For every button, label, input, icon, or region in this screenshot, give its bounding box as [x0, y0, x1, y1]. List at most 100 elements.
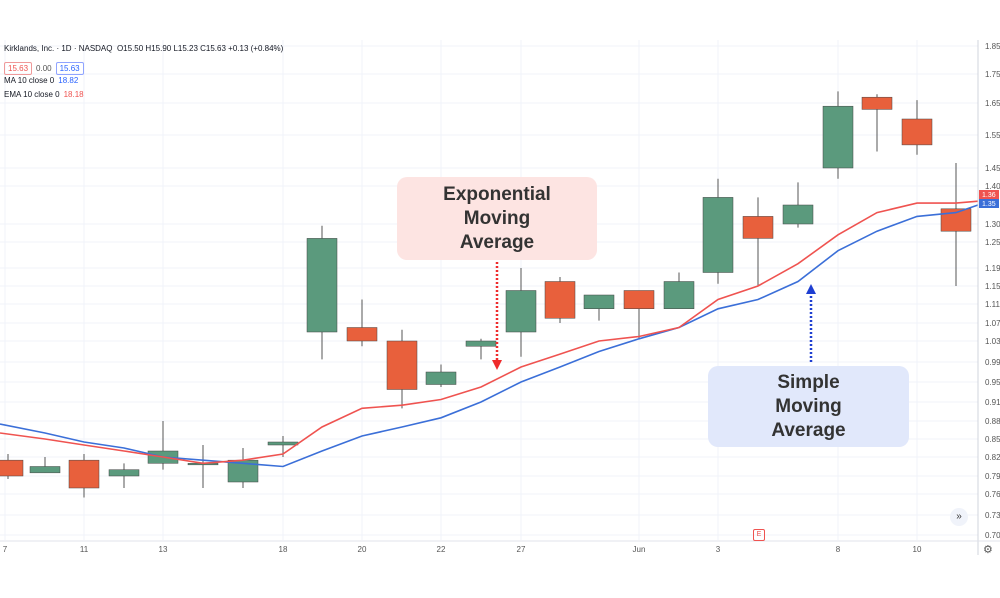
candle-body	[0, 459, 24, 477]
x-tick-label: 10	[913, 545, 922, 554]
x-tick-label: 3	[716, 545, 721, 554]
ema-legend[interactable]: EMA 10 close 0 18.18	[4, 90, 84, 99]
y-tick-label: 1.65	[985, 99, 1000, 108]
y-tick-label: 0.79	[985, 472, 1000, 481]
price-axis[interactable]: 1.85 1.75 1.65 1.55 1.45 1.40 1.30 1.25 1.19 1.15…	[977, 40, 1000, 555]
settings-gear-icon[interactable]: ⚙	[983, 544, 993, 556]
y-tick-label: 1.45	[985, 164, 1000, 173]
x-tick-label: 13	[159, 545, 168, 554]
y-tick-label: 0.99	[985, 358, 1000, 367]
y-tick-label: 0.70	[985, 531, 1000, 540]
candle-body	[583, 294, 615, 309]
ma-value: 18.82	[58, 76, 79, 85]
candle	[346, 299, 378, 347]
ema-arrow-head	[492, 360, 502, 370]
ema-label: EMA 10 close 0	[4, 90, 60, 99]
y-tick-label: 0.95	[985, 378, 1000, 387]
y-tick-label: 0.88	[985, 417, 1000, 426]
price-chart[interactable]: 1.85 1.75 1.65 1.55 1.45 1.40 1.30 1.25 1.19 1.15…	[0, 0, 1000, 560]
candle	[583, 294, 615, 321]
y-tick-label: 1.75	[985, 70, 1000, 79]
candle-body	[465, 340, 497, 347]
x-tick-label: 22	[437, 545, 446, 554]
y-tick-label: 1.19	[985, 264, 1000, 273]
x-tick-label: 8	[836, 545, 841, 554]
x-tick-label: 18	[279, 545, 288, 554]
x-tick-label: 20	[358, 545, 367, 554]
symbol-legend: Kirklands, Inc. · 1D · NASDAQ O15.50 H15…	[4, 44, 284, 53]
x-tick-label: 7	[3, 545, 8, 554]
candle	[425, 364, 457, 387]
candle-body	[544, 281, 576, 319]
candle	[742, 197, 774, 286]
ma-legend[interactable]: MA 10 close 0 18.82	[4, 76, 78, 85]
sma-arrow-head	[806, 284, 816, 294]
candle-body	[623, 290, 655, 309]
candle-body	[108, 469, 140, 477]
ma-label: MA 10 close 0	[4, 76, 55, 85]
ema-value: 18.18	[63, 90, 84, 99]
candle-body	[782, 204, 814, 225]
candles	[0, 91, 972, 498]
symbol-interval[interactable]: 1D	[61, 44, 72, 53]
candle	[940, 163, 972, 286]
candle-body	[702, 197, 734, 273]
candle	[306, 225, 338, 360]
candle-body	[663, 281, 695, 309]
x-tick-label: Jun	[633, 545, 646, 554]
time-axis[interactable]: 7 11 13 18 20 22 27 Jun 3 8 10	[0, 540, 1000, 554]
sma-last-value-label: 1.35	[982, 201, 996, 208]
y-tick-label: 1.30	[985, 220, 1000, 229]
ohlc-values: O15.50 H15.90 L15.23 C15.63 +0.13 (+0.84…	[116, 44, 284, 53]
symbol-exchange: NASDAQ	[78, 44, 113, 53]
scroll-forward-icon[interactable]: »	[950, 508, 968, 526]
symbol-name[interactable]: Kirklands, Inc.	[4, 44, 55, 53]
earnings-marker-icon[interactable]: E	[753, 529, 765, 541]
candle	[187, 445, 219, 488]
sma-last-value-label-bg	[979, 199, 999, 208]
candle	[68, 454, 100, 498]
candle	[147, 421, 179, 470]
candle-body	[346, 327, 378, 342]
x-tick-label: 27	[517, 545, 526, 554]
candle-body	[425, 371, 457, 385]
candle	[386, 329, 418, 409]
candle	[623, 290, 655, 339]
candle-body	[822, 105, 854, 169]
spread-value: 0.00	[36, 64, 52, 73]
candle	[465, 338, 497, 360]
candle-body	[505, 290, 537, 333]
ask-chip[interactable]: 15.63	[55, 62, 84, 75]
candle-body	[29, 466, 61, 474]
sma-callout: Simple Moving Average	[708, 366, 909, 447]
y-tick-label: 1.11	[985, 300, 1000, 309]
candle	[782, 182, 814, 228]
y-tick-label: 1.85	[985, 42, 1000, 51]
candle	[822, 91, 854, 179]
candle-body	[386, 340, 418, 390]
candle	[505, 268, 537, 357]
y-tick-label: 0.82	[985, 453, 1000, 462]
candle	[544, 277, 576, 323]
y-tick-label: 1.40	[985, 182, 1000, 191]
candle-body	[861, 96, 893, 110]
candle-body	[267, 441, 299, 446]
y-tick-label: 0.73	[985, 511, 1000, 520]
ema-callout-text: Exponential Moving Average	[443, 183, 551, 253]
y-tick-label: 1.03	[985, 337, 1000, 346]
candle	[861, 94, 893, 152]
y-tick-label: 0.76	[985, 490, 1000, 499]
candle	[901, 100, 933, 155]
candle	[227, 448, 259, 488]
sma-callout-text: Simple Moving Average	[771, 371, 846, 441]
bid-chip[interactable]: 15.63	[4, 62, 33, 75]
ema-callout: Exponential Moving Average	[397, 177, 597, 260]
candle-body	[68, 459, 100, 489]
ema-last-value-label-bg	[979, 190, 999, 199]
y-tick-label: 1.55	[985, 131, 1000, 140]
ema-last-value-label: 1.36	[982, 192, 996, 199]
candle-body	[940, 208, 972, 232]
candle	[108, 463, 140, 488]
ema-line	[0, 200, 979, 465]
y-tick-label: 1.25	[985, 238, 1000, 247]
